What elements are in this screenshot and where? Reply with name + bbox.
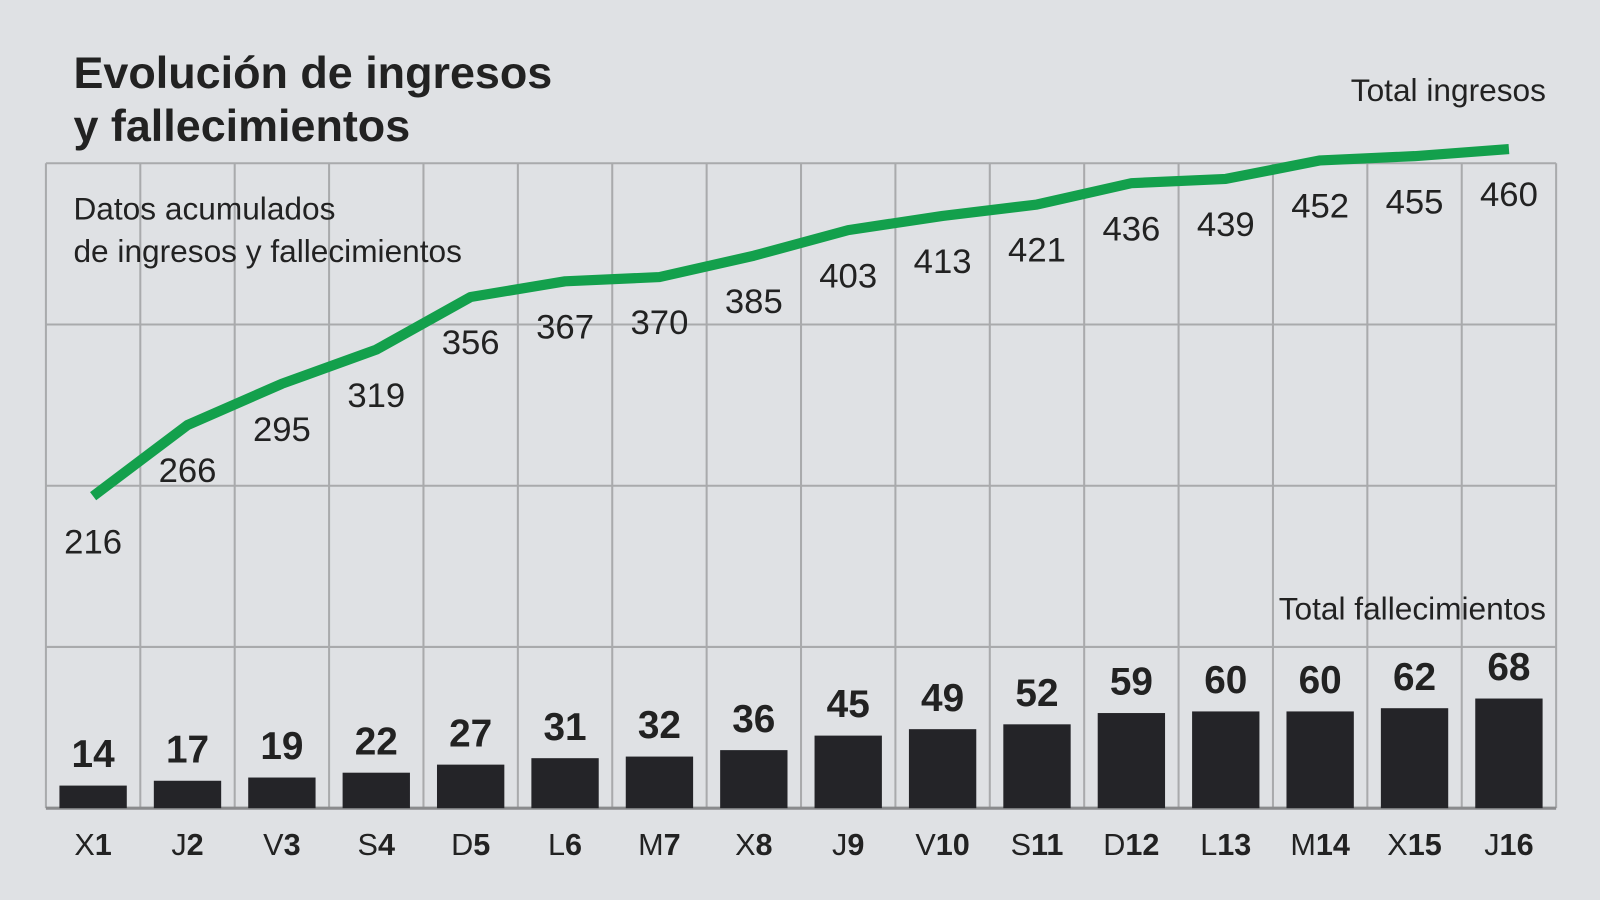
x-tick-label: X1 [74, 828, 111, 862]
chart-title: Evolución de ingresos [73, 47, 552, 98]
x-tick-label: J2 [171, 828, 203, 862]
bar [436, 764, 505, 809]
x-tick-label: J16 [1484, 828, 1533, 862]
data-label: 52 [1015, 672, 1058, 715]
bar [1192, 711, 1260, 809]
data-label: 19 [260, 725, 303, 768]
data-label: 266 [159, 452, 217, 490]
bar [814, 735, 882, 809]
data-label: 370 [631, 304, 689, 342]
bar [59, 785, 127, 809]
x-tick-label: J9 [832, 828, 864, 862]
data-label: 421 [1008, 232, 1066, 270]
data-label: 14 [72, 733, 116, 776]
data-label: 452 [1291, 188, 1349, 226]
bar [625, 756, 694, 809]
data-label: 216 [64, 523, 122, 561]
bar [248, 777, 316, 809]
bar [908, 729, 977, 809]
x-tick-label: M14 [1290, 828, 1350, 862]
chart-subtitle: Datos acumulados [73, 190, 335, 226]
bar [1380, 708, 1449, 809]
x-tick-label: L6 [548, 828, 582, 862]
data-label: 60 [1299, 659, 1342, 702]
line [90, 143, 1510, 501]
data-label: 22 [355, 720, 398, 763]
chart-title: y fallecimientos [73, 100, 410, 151]
data-label: 413 [914, 243, 972, 281]
chart-subtitle: de ingresos y fallecimientos [73, 233, 461, 269]
x-tick-label: V10 [915, 828, 969, 862]
data-label: 385 [725, 283, 783, 321]
data-label: 356 [442, 324, 500, 362]
bar [720, 750, 788, 809]
data-label: 31 [543, 706, 586, 749]
x-tick-label: X8 [735, 828, 772, 862]
grid [44, 162, 1558, 810]
bar [1097, 713, 1166, 809]
x-tick-label: M7 [638, 828, 681, 862]
bar [153, 780, 222, 809]
x-tick-label: D12 [1103, 828, 1159, 862]
x-tick-label: D5 [451, 828, 490, 862]
bar [342, 772, 410, 809]
data-label: 62 [1393, 656, 1436, 699]
bar [1286, 711, 1354, 809]
data-label: 295 [253, 411, 311, 449]
data-label: 45 [827, 683, 870, 726]
data-label: 367 [536, 308, 594, 346]
data-label: 436 [1102, 210, 1160, 248]
data-label: 60 [1204, 659, 1247, 702]
data-label: 32 [638, 704, 681, 747]
data-label: 27 [449, 712, 492, 755]
data-label: 455 [1386, 183, 1444, 221]
x-tick-label: S11 [1011, 828, 1064, 862]
bar [1003, 724, 1071, 809]
data-label: 49 [921, 677, 964, 720]
x-tick-label: X15 [1387, 828, 1441, 862]
data-label: 403 [819, 257, 877, 295]
x-tick-label: V3 [263, 828, 300, 862]
data-label: 17 [166, 728, 209, 771]
data-label: 439 [1197, 206, 1255, 244]
data-label: 460 [1480, 176, 1538, 214]
data-label: 59 [1110, 661, 1153, 704]
data-label: 319 [347, 377, 405, 415]
data-label: 68 [1487, 646, 1530, 689]
x-tick-label: S4 [358, 828, 395, 862]
legend-label: Total fallecimientos [1279, 590, 1546, 626]
legend-label: Total ingresos [1351, 72, 1546, 108]
x-tick-label: L13 [1200, 828, 1251, 862]
bar [531, 758, 599, 809]
data-label: 36 [732, 698, 775, 741]
bar [1475, 698, 1543, 809]
